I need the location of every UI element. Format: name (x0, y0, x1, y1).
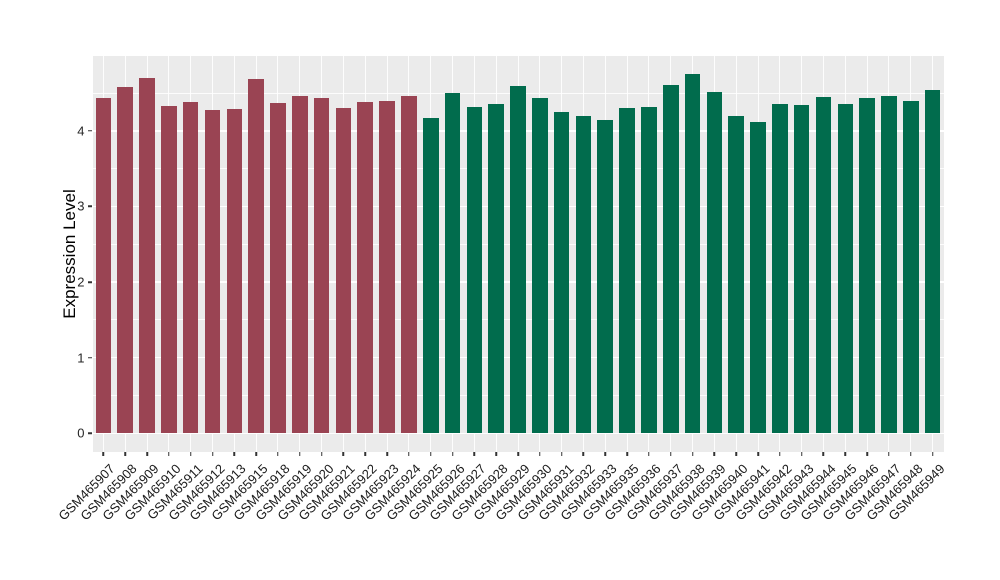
plot-panel (92, 56, 944, 452)
x-tick (146, 452, 148, 456)
x-tick (211, 452, 214, 456)
x-tick (844, 452, 847, 456)
bar-GSM465922 (357, 102, 374, 434)
bar-GSM465907 (95, 97, 112, 434)
x-tick (255, 452, 257, 456)
x-tick (124, 452, 126, 456)
x-tick (560, 452, 563, 456)
bar-GSM465931 (553, 111, 570, 434)
x-tick (888, 452, 890, 456)
y-tick-label: 0 (77, 425, 85, 441)
bar-GSM465947 (881, 96, 897, 434)
x-tick (168, 452, 170, 456)
bar-GSM465930 (532, 97, 548, 434)
bar-GSM465932 (575, 115, 592, 434)
bar-GSM465942 (772, 103, 788, 434)
y-tick (88, 130, 92, 132)
bar-GSM465936 (641, 106, 657, 434)
x-tick (931, 452, 934, 456)
x-tick (539, 452, 541, 456)
bar-GSM465909 (139, 77, 155, 434)
bar-GSM465929 (510, 86, 526, 434)
x-tick (910, 452, 912, 456)
bar-GSM465921 (335, 108, 352, 434)
bar-GSM465949 (924, 90, 941, 434)
x-tick (299, 452, 301, 456)
x-tick (102, 452, 105, 456)
bar-GSM465924 (401, 96, 417, 434)
bar-GSM465915 (248, 78, 264, 434)
y-tick (88, 281, 92, 283)
x-tick (408, 452, 410, 456)
bar-GSM465941 (750, 121, 766, 434)
x-tick (582, 452, 585, 456)
y-tick (88, 205, 92, 208)
x-tick (691, 452, 694, 456)
bar-GSM465912 (204, 110, 221, 434)
bar-GSM465918 (270, 102, 286, 434)
bar-GSM465925 (422, 118, 439, 434)
bar-GSM465928 (488, 104, 504, 434)
x-tick (648, 452, 650, 456)
bar-GSM465920 (313, 97, 330, 434)
x-tick (800, 452, 803, 456)
y-tick-label: 4 (77, 123, 85, 139)
x-tick (604, 452, 607, 456)
y-tick-label: 1 (77, 350, 85, 366)
x-tick (779, 452, 781, 456)
x-tick (429, 452, 432, 456)
bar-GSM465946 (859, 97, 875, 434)
x-tick (364, 452, 366, 456)
bar-GSM465938 (684, 74, 701, 434)
y-tick-label: 3 (77, 198, 85, 214)
bar-GSM465910 (161, 105, 177, 434)
x-tick (822, 452, 825, 456)
x-tick (451, 452, 454, 456)
bar-GSM465943 (793, 105, 810, 434)
bar-GSM465944 (815, 96, 832, 434)
bar-GSM465911 (182, 102, 199, 434)
bar-GSM465939 (706, 91, 723, 434)
bar-GSM465945 (837, 103, 854, 434)
x-tick (473, 452, 476, 456)
x-tick (386, 452, 388, 456)
y-tick (88, 356, 92, 359)
bar-GSM465933 (597, 120, 614, 434)
x-tick (713, 452, 716, 456)
x-tick (189, 452, 192, 456)
bar-GSM465935 (619, 108, 635, 434)
bar-GSM465923 (379, 101, 395, 434)
y-tick (88, 432, 92, 435)
bar-GSM465926 (444, 93, 461, 434)
y-tick-label: 2 (77, 274, 85, 290)
bar-GSM465913 (226, 108, 243, 434)
x-tick (626, 452, 628, 456)
x-tick (495, 452, 497, 456)
bar-GSM465919 (291, 96, 308, 434)
x-tick (320, 452, 323, 456)
x-tick (233, 452, 236, 456)
bar-GSM465940 (728, 115, 744, 434)
x-tick (517, 452, 519, 456)
x-tick (735, 452, 737, 456)
bar-GSM465937 (662, 84, 679, 434)
x-tick (342, 452, 345, 456)
x-tick (669, 452, 672, 456)
bar-GSM465948 (902, 100, 919, 434)
bar-GSM465908 (117, 87, 134, 434)
x-tick (277, 452, 279, 456)
x-tick (757, 452, 759, 456)
x-tick (866, 452, 868, 456)
bar-GSM465927 (466, 107, 483, 434)
